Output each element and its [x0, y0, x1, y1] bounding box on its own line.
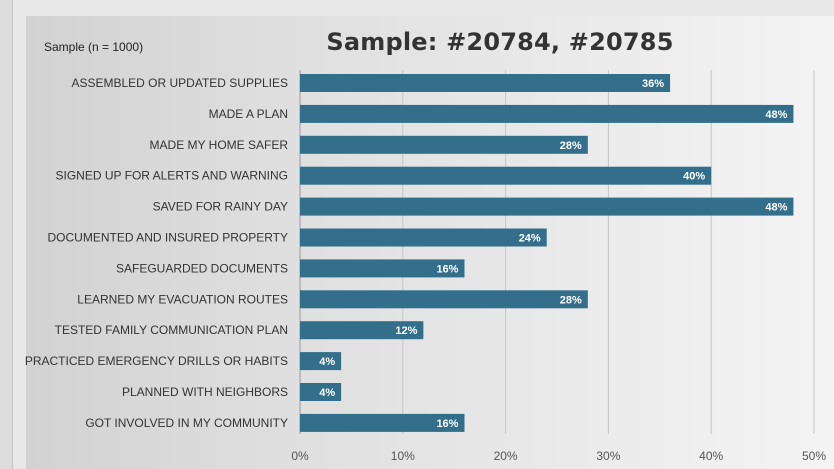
- bar: [300, 383, 342, 401]
- chart-subtitle: Sample (n = 1000): [44, 40, 144, 54]
- bar: [300, 259, 465, 278]
- x-tick-label: 20%: [494, 449, 518, 463]
- data-label: 36%: [642, 78, 664, 90]
- category-label: MADE A PLAN: [209, 107, 288, 121]
- data-label: 4%: [319, 356, 335, 368]
- category-label: PLANNED WITH NEIGHBORS: [122, 385, 288, 399]
- bars: [300, 74, 794, 432]
- category-label: MADE MY HOME SAFER: [150, 138, 289, 152]
- data-label: 40%: [683, 171, 705, 183]
- data-label: 16%: [436, 263, 458, 275]
- data-label: 48%: [765, 109, 787, 121]
- data-label: 24%: [519, 233, 541, 245]
- bar: [300, 352, 342, 371]
- category-label: DOCUMENTED AND INSURED PROPERTY: [48, 231, 288, 245]
- chart-title: Sample: #20784, #20785: [326, 28, 674, 56]
- data-label: 12%: [395, 325, 417, 337]
- x-tick-label: 0%: [291, 449, 309, 463]
- x-tick-label: 40%: [699, 449, 723, 463]
- x-axis-ticks: 0% 10% 20% 30% 40% 50%: [291, 449, 826, 463]
- x-tick-label: 50%: [802, 449, 826, 463]
- category-label: SIGNED UP FOR ALERTS AND WARNING: [56, 169, 289, 183]
- bar: [300, 321, 424, 340]
- bar: [300, 290, 588, 309]
- bar: [300, 413, 465, 432]
- data-label: 28%: [560, 294, 582, 306]
- category-label: TESTED FAMILY COMMUNICATION PLAN: [55, 323, 288, 337]
- data-labels: 36% 48% 28% 40% 48% 24% 16% 28% 12% 4% 4% 16%: [319, 78, 787, 430]
- bar: [300, 74, 671, 92]
- x-tick-label: 10%: [391, 449, 415, 463]
- bar: [300, 104, 794, 123]
- bar: [300, 228, 547, 247]
- category-label: PRACTICED EMERGENCY DRILLS OR HABITS: [25, 354, 288, 368]
- category-label: SAFEGUARDED DOCUMENTS: [116, 261, 288, 275]
- data-label: 16%: [436, 418, 458, 430]
- bar: [300, 197, 794, 216]
- gridlines: [299, 70, 815, 434]
- category-label: GOT INVOLVED IN MY COMMUNITY: [85, 416, 288, 430]
- bar: [300, 135, 588, 154]
- x-tick-label: 30%: [596, 449, 620, 463]
- data-label: 48%: [765, 202, 787, 214]
- category-label: SAVED FOR RAINY DAY: [153, 200, 288, 214]
- left-edge-strip: [0, 0, 13, 469]
- category-label: LEARNED MY EVACUATION ROUTES: [77, 292, 288, 306]
- bar: [300, 166, 712, 185]
- category-labels: ASSEMBLED OR UPDATED SUPPLIES MADE A PLAN…: [25, 76, 289, 430]
- category-label: ASSEMBLED OR UPDATED SUPPLIES: [71, 76, 288, 90]
- data-label: 4%: [319, 387, 335, 399]
- data-label: 28%: [560, 140, 582, 152]
